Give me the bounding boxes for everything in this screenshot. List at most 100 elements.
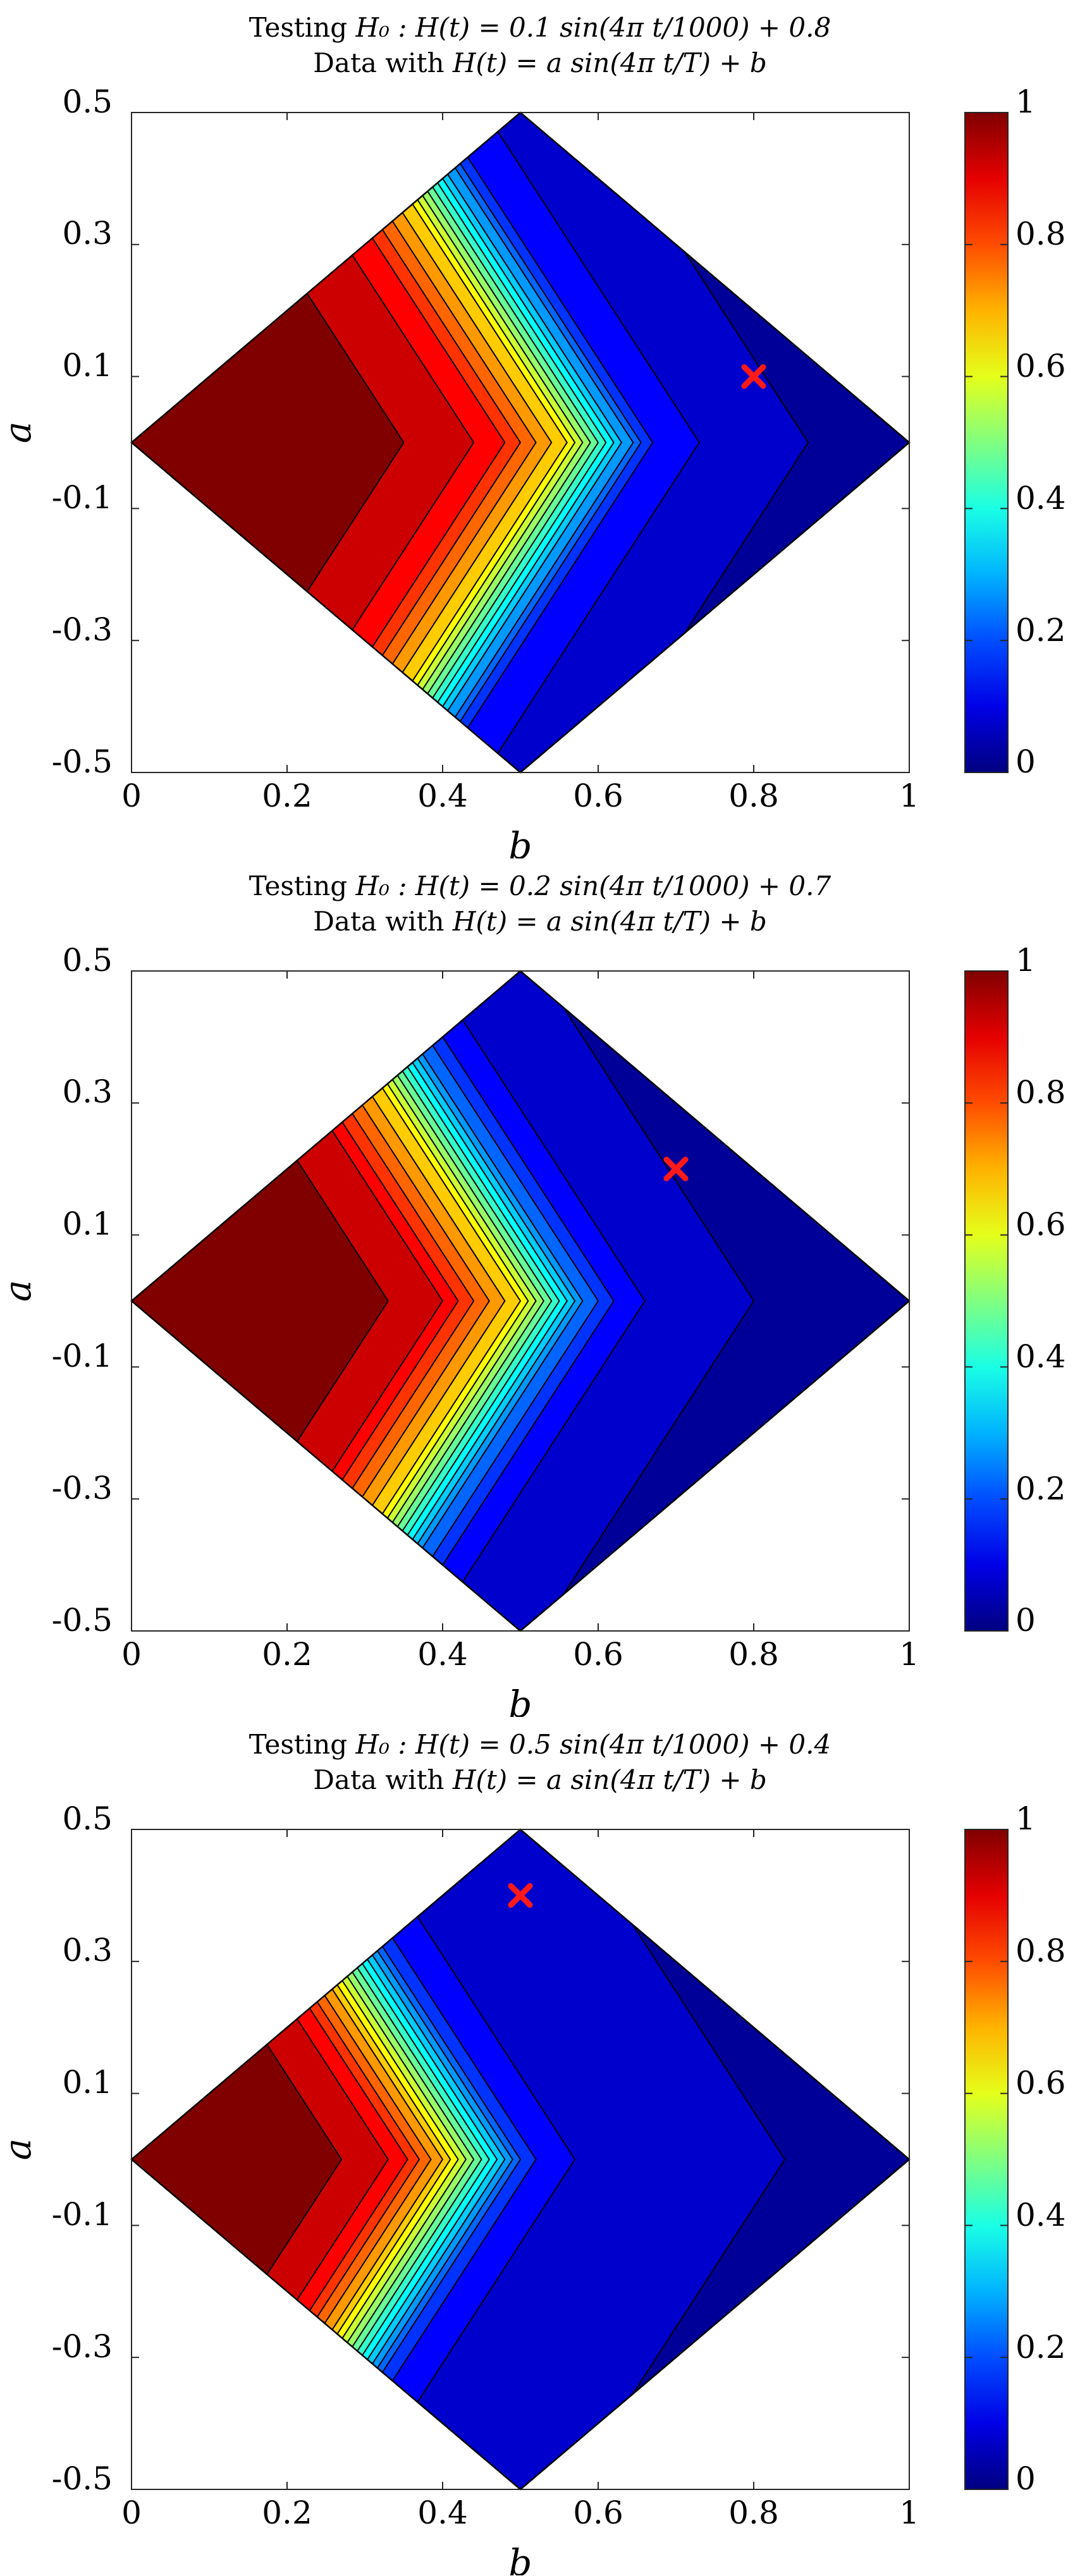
colorbar-tick-label: 1: [1016, 83, 1036, 120]
y-tick-label: 0.1: [62, 1206, 113, 1242]
colorbar-tick-label: 0.2: [1016, 612, 1066, 649]
x-tick-label: 0: [121, 1636, 142, 1673]
chart-subtitle-2: Data with H(t) = a sin(4π t/T) + b: [313, 906, 767, 937]
x-tick-label: 0.4: [417, 2494, 468, 2531]
marker-stroke: [508, 1883, 533, 1908]
colorbar-tick-label: 0.8: [1016, 1932, 1066, 1969]
colorbar-tick-label: 0.6: [1016, 1206, 1066, 1243]
plot-area-1: [130, 111, 911, 774]
colorbar-tick-label: 0: [1016, 1602, 1036, 1639]
x-axis-label-1: b: [508, 824, 532, 858]
colorbar-bar: [964, 970, 1009, 1632]
y-tick-label: 0.3: [62, 215, 113, 252]
axes-frame: [131, 1829, 910, 2490]
colorbar: [964, 112, 1009, 773]
colorbar-ticks-1: 0 0.2 0.4 0.6 0.8 1: [1016, 83, 1066, 780]
marker-stroke: [663, 1156, 689, 1181]
chart-svg-3: Testing H₀ : H(t) = 0.5 sin(4π t/1000) +…: [0, 1729, 1066, 2575]
colorbar-tick-label: 1: [1016, 1800, 1036, 1837]
contour-fill-group: [132, 113, 909, 772]
colorbar-tick-label: 0.8: [1016, 1074, 1066, 1111]
x-ticks-2: 0 0.2 0.4 0.6 0.8 1: [121, 1636, 919, 1673]
x-tick-label: 1: [899, 2494, 919, 2531]
x-tick-label: 0.8: [728, 1636, 779, 1673]
colorbar: [964, 1829, 1009, 2490]
chart-panel-3: Testing H₀ : H(t) = 0.5 sin(4π t/1000) +…: [0, 1717, 1080, 2575]
colorbar-tick-label: 0.8: [1016, 216, 1066, 252]
contour-fill-group: [132, 971, 909, 1631]
contour-band: [132, 1829, 343, 2489]
true-parameter-marker: [663, 1156, 689, 1181]
x-ticks-1: 0 0.2 0.4 0.6 0.8 1: [121, 778, 919, 814]
y-tick-marks: [132, 112, 909, 773]
contour-band: [132, 971, 389, 1631]
y-tick-label: -0.5: [52, 2460, 113, 2497]
colorbar-bar: [964, 1829, 1009, 2490]
y-tick-label: 0.3: [62, 1073, 113, 1110]
x-tick-label: 0.2: [262, 2494, 312, 2531]
y-axis-label-2: a: [0, 1280, 39, 1302]
y-tick-label: 0.1: [62, 2064, 113, 2101]
plot-area-2: [130, 970, 911, 1632]
true-parameter-marker: [508, 1883, 533, 1908]
chart-subtitle-1: Data with H(t) = a sin(4π t/T) + b: [313, 47, 767, 78]
colorbar-tick-label: 0.4: [1016, 480, 1066, 516]
marker-stroke: [741, 364, 766, 389]
colorbar-ticks-3: 0 0.2 0.4 0.6 0.8 1: [1016, 1800, 1066, 2497]
y-ticks-2: -0.5 -0.3 -0.1 0.1 0.3 0.5: [52, 942, 113, 1639]
x-tick-marks: [131, 971, 910, 1631]
x-tick-label: 0.2: [262, 1636, 312, 1673]
colorbar-ticks-2: 0 0.2 0.4 0.6 0.8 1: [1016, 942, 1066, 1639]
y-ticks-3: -0.5 -0.3 -0.1 0.1 0.3 0.5: [52, 1800, 113, 2497]
y-tick-label: -0.1: [52, 2196, 113, 2233]
x-tick-label: 0.6: [573, 778, 623, 814]
colorbar-bar: [964, 112, 1009, 773]
chart-panel-2: Testing H₀ : H(t) = 0.2 sin(4π t/1000) +…: [0, 858, 1080, 1717]
y-axis-label-3: a: [0, 2139, 39, 2161]
chart-svg-2: Testing H₀ : H(t) = 0.2 sin(4π t/1000) +…: [0, 870, 1066, 1717]
y-tick-label: 0.1: [62, 347, 113, 384]
chart-title-2: Testing H₀ : H(t) = 0.2 sin(4π t/1000) +…: [249, 870, 831, 901]
colorbar-tick-label: 0: [1016, 743, 1036, 780]
colorbar-tick-label: 0: [1016, 2460, 1036, 2497]
chart-title-1: Testing H₀ : H(t) = 0.1 sin(4π t/1000) +…: [249, 12, 831, 43]
x-tick-label: 0.8: [728, 778, 779, 814]
chart-panel-1: Testing H₀ : H(t) = 0.1 sin(4π t/1000) +…: [0, 0, 1080, 858]
y-tick-label: 0.5: [62, 1800, 113, 1837]
colorbar-tick-label: 0.4: [1016, 2197, 1066, 2233]
x-tick-label: 0.2: [262, 778, 312, 814]
x-tick-label: 0.4: [417, 1636, 468, 1673]
colorbar-tick-label: 0.2: [1016, 2329, 1066, 2365]
x-tick-label: 0.6: [573, 1636, 623, 1673]
y-tick-label: -0.1: [52, 1338, 113, 1374]
true-parameter-marker: [741, 364, 766, 389]
contour-band: [132, 113, 405, 772]
chart-subtitle-3: Data with H(t) = a sin(4π t/T) + b: [313, 1764, 767, 1795]
y-tick-label: -0.3: [52, 611, 113, 648]
colorbar-tick-label: 0.2: [1016, 1470, 1066, 1507]
axes-frame: [131, 112, 910, 773]
plot-area-3: [130, 1828, 911, 2491]
chart-svg-1: Testing H₀ : H(t) = 0.1 sin(4π t/1000) +…: [0, 12, 1066, 858]
y-tick-label: -0.5: [52, 743, 113, 780]
colorbar-tick-label: 0.6: [1016, 348, 1066, 384]
contour-fill-group: [132, 1829, 909, 2489]
axes-frame: [131, 970, 910, 1632]
x-tick-label: 0: [121, 2494, 142, 2531]
x-axis-label-3: b: [508, 2541, 532, 2575]
y-tick-label: -0.3: [52, 1470, 113, 1506]
y-tick-label: 0.3: [62, 1932, 113, 1969]
y-ticks-1: -0.5 -0.3 -0.1 0.1 0.3 0.5: [52, 83, 113, 780]
y-tick-label: -0.1: [52, 479, 113, 516]
y-tick-marks: [132, 1829, 909, 2490]
x-tick-marks: [131, 113, 910, 772]
x-tick-label: 1: [899, 778, 919, 814]
x-tick-marks: [131, 1829, 910, 2489]
y-tick-marks: [132, 970, 909, 1632]
chart-title-3: Testing H₀ : H(t) = 0.5 sin(4π t/1000) +…: [249, 1729, 831, 1760]
colorbar: [964, 970, 1009, 1632]
y-tick-label: 0.5: [62, 83, 113, 120]
x-ticks-3: 0 0.2 0.4 0.6 0.8 1: [121, 2494, 919, 2531]
x-tick-label: 0.4: [417, 778, 468, 814]
y-axis-label-1: a: [0, 422, 39, 444]
